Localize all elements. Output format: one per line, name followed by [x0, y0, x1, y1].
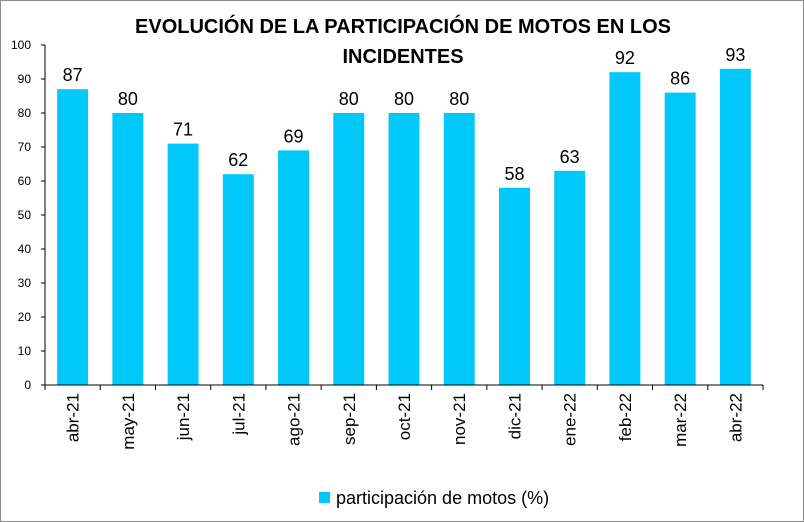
- bar-data-label: 80: [394, 89, 414, 109]
- bar-data-label: 87: [63, 65, 83, 85]
- chart-title-line-1: EVOLUCIÓN DE LA PARTICIPACIÓN DE MOTOS E…: [135, 14, 671, 38]
- x-tick-label: sep-21: [340, 393, 359, 445]
- bar: [388, 113, 420, 385]
- x-tick-label: ago-21: [285, 393, 304, 446]
- y-tick-label: 30: [18, 276, 32, 290]
- y-tick-label: 80: [18, 106, 32, 120]
- bars-group: [57, 68, 751, 386]
- bar: [222, 174, 254, 385]
- x-tick-label: nov-21: [450, 393, 469, 445]
- x-tick-label: abr-21: [64, 393, 83, 442]
- bar-data-label: 92: [615, 48, 635, 68]
- y-tick-label: 90: [18, 72, 32, 86]
- legend-swatch: [319, 492, 330, 503]
- y-tick-label: 0: [24, 378, 31, 392]
- x-tick-label: dic-21: [505, 393, 524, 439]
- bar: [278, 150, 310, 385]
- y-tick-label: 100: [11, 38, 31, 52]
- bar: [664, 92, 696, 385]
- bar-data-label: 63: [560, 147, 580, 167]
- bar-data-label: 69: [284, 126, 304, 146]
- x-tick-label: jul-21: [229, 393, 248, 436]
- x-tick-label: abr-22: [726, 393, 745, 442]
- chart-title-line-2: INCIDENTES: [342, 46, 463, 68]
- bar: [333, 113, 365, 385]
- bar-data-label: 80: [118, 89, 138, 109]
- bar-data-label: 71: [173, 120, 193, 140]
- x-tick-label: may-21: [119, 393, 138, 450]
- legend: participación de motos (%): [319, 488, 549, 508]
- bar-data-label: 80: [339, 89, 359, 109]
- bar-data-label: 62: [228, 150, 248, 170]
- bar: [112, 113, 144, 385]
- y-tick-label: 70: [18, 140, 32, 154]
- y-axis-ticks: 0 10 20 30 40 50 60 70 80 90 100: [11, 38, 45, 392]
- x-tick-label: oct-21: [395, 393, 414, 440]
- y-tick-label: 10: [18, 344, 32, 358]
- data-labels-group: 87 80 71 62 69 80 80 80 58 63 92 86 93: [63, 45, 746, 184]
- bar-data-label: 86: [670, 69, 690, 89]
- bar-data-label: 58: [504, 164, 524, 184]
- bar-data-label: 93: [725, 45, 745, 65]
- bar: [443, 113, 475, 385]
- y-tick-label: 50: [18, 208, 32, 222]
- legend-label: participación de motos (%): [336, 488, 549, 508]
- y-tick-label: 60: [18, 174, 32, 188]
- x-tick-label: jun-21: [174, 393, 193, 441]
- x-tick-label: feb-22: [616, 393, 635, 441]
- x-tick-label: mar-22: [671, 393, 690, 447]
- bar: [167, 143, 199, 385]
- bar: [554, 170, 586, 385]
- y-tick-label: 20: [18, 310, 32, 324]
- x-tick-label: ene-22: [561, 393, 580, 446]
- bar-data-label: 80: [449, 89, 469, 109]
- bar: [498, 187, 530, 385]
- bar: [609, 72, 641, 385]
- y-tick-label: 40: [18, 242, 32, 256]
- x-axis-ticks: abr-21 may-21 jun-21 jul-21 ago-21 sep-21 oct-…: [44, 385, 764, 450]
- bar: [57, 89, 89, 385]
- bar: [719, 68, 751, 386]
